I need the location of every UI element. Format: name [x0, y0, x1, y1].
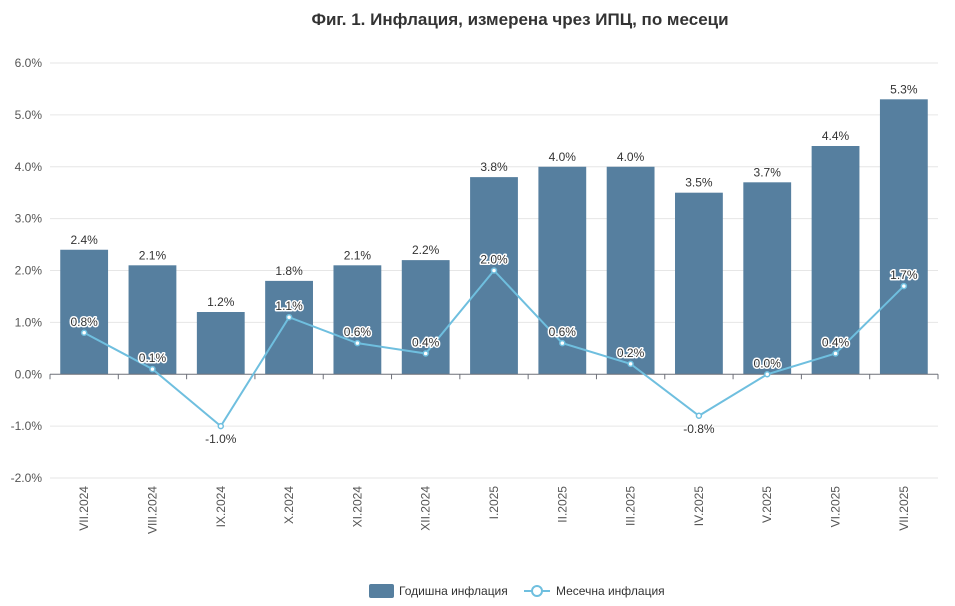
line-point — [490, 267, 498, 274]
bar-series-annual: 2.4% 2.1% 1.2% 1.8% 2.1% 2.2% 3.8% 4.0% 4.0% 3.5%… — [60, 82, 928, 375]
bar — [743, 182, 792, 375]
bar — [401, 260, 450, 375]
line-data-label: 0.8% — [70, 315, 98, 329]
x-tick-label: XII.2024 — [419, 486, 433, 531]
bar — [333, 265, 382, 375]
y-tick-label: 0.0% — [15, 367, 43, 381]
bar — [470, 177, 518, 375]
bar — [538, 166, 587, 375]
y-axis: -2.0% -1.0% 0.0% 1.0% 2.0% 3.0% 4.0% 5.0% 6.0% — [11, 56, 43, 485]
legend-swatch-monthly-marker — [531, 585, 543, 597]
bar-data-label: 2.4% — [70, 233, 98, 247]
line-data-label: 0.4% — [412, 336, 440, 350]
y-tick-label: 2.0% — [15, 264, 43, 278]
x-tick-label: I.2025 — [487, 486, 501, 520]
bar-data-label: 4.4% — [822, 129, 850, 143]
x-tick-label: VIII.2024 — [145, 486, 159, 534]
line-data-label: 1.1% — [275, 299, 303, 313]
bar-data-label: 4.0% — [617, 150, 645, 164]
legend-label-annual: Годишна инфлация — [399, 584, 508, 598]
y-tick-label: 3.0% — [15, 212, 43, 226]
bar — [128, 265, 177, 375]
chart-title: Фиг. 1. Инфлация, измерена чрез ИПЦ, по … — [311, 10, 728, 29]
y-tick-label: -2.0% — [11, 471, 43, 485]
bar — [265, 280, 313, 375]
bar-data-label: 1.8% — [275, 264, 303, 278]
bar-data-label: 2.2% — [412, 243, 440, 257]
bar-data-label: 2.1% — [139, 248, 167, 262]
x-tick-label: VII.2025 — [897, 486, 911, 531]
bar — [60, 249, 109, 375]
line-data-label: 0.6% — [344, 325, 372, 339]
legend-swatch-annual — [369, 584, 394, 598]
line-data-label: 2.0% — [480, 253, 508, 267]
line-point — [627, 360, 634, 368]
x-tick-label: VII.2024 — [77, 486, 91, 531]
line-data-label: 0.2% — [617, 346, 645, 360]
x-tick-label: III.2025 — [624, 486, 638, 526]
x-tick-label: XI.2024 — [350, 486, 364, 528]
line-point — [695, 412, 703, 419]
line-data-label: -1.0% — [205, 432, 237, 446]
bar — [196, 312, 245, 375]
y-tick-label: -1.0% — [11, 419, 43, 433]
line-data-label: -0.8% — [683, 422, 715, 436]
line-point — [217, 422, 225, 430]
line-point — [559, 339, 566, 347]
bar — [675, 192, 723, 375]
line-point — [80, 329, 88, 336]
bar-data-label: 3.7% — [754, 165, 782, 179]
line-data-label: 0.1% — [139, 351, 167, 365]
bar-data-label: 2.1% — [344, 248, 372, 262]
line-point — [149, 365, 156, 373]
x-tick-label: VI.2025 — [829, 486, 843, 528]
bar — [811, 146, 860, 375]
x-tick-label: V.2025 — [760, 486, 774, 523]
bar-data-label: 3.8% — [480, 160, 508, 174]
legend: Годишна инфлация Месечна инфлация — [369, 584, 665, 598]
x-tick-label: IV.2025 — [692, 486, 706, 527]
x-tick-label: X.2024 — [282, 486, 296, 524]
bar — [606, 166, 655, 375]
line-series-monthly: 0.8% 0.1% -1.0% 1.1% 0.6% 0.4% 2.0% 0.6% 0.2% -0.… — [69, 251, 919, 448]
x-tick-label: IX.2024 — [214, 486, 228, 528]
line-data-label: 1.7% — [890, 268, 918, 282]
line-point — [832, 350, 839, 357]
line-point — [900, 282, 908, 290]
line-point — [285, 313, 293, 321]
line-point — [354, 339, 361, 347]
line-data-label: 0.0% — [754, 356, 782, 370]
x-tick-label: II.2025 — [555, 486, 569, 523]
legend-label-monthly: Месечна инфлация — [556, 584, 665, 598]
line-point — [422, 350, 429, 357]
y-tick-label: 4.0% — [15, 160, 43, 174]
bar — [879, 99, 928, 375]
bar-data-label: 1.2% — [207, 295, 235, 309]
y-tick-label: 6.0% — [15, 56, 43, 70]
line-data-label: 0.6% — [549, 325, 577, 339]
y-tick-label: 1.0% — [15, 315, 43, 329]
bar-data-label: 3.5% — [685, 176, 713, 190]
line-point — [763, 371, 771, 378]
x-axis: VII.2024 VIII.2024 IX.2024 X.2024 XI.2024 XII… — [49, 373, 939, 534]
bar-data-label: 4.0% — [549, 150, 577, 164]
y-tick-label: 5.0% — [15, 108, 43, 122]
bar-data-label: 5.3% — [890, 82, 918, 96]
line-data-label: 0.4% — [822, 336, 850, 350]
